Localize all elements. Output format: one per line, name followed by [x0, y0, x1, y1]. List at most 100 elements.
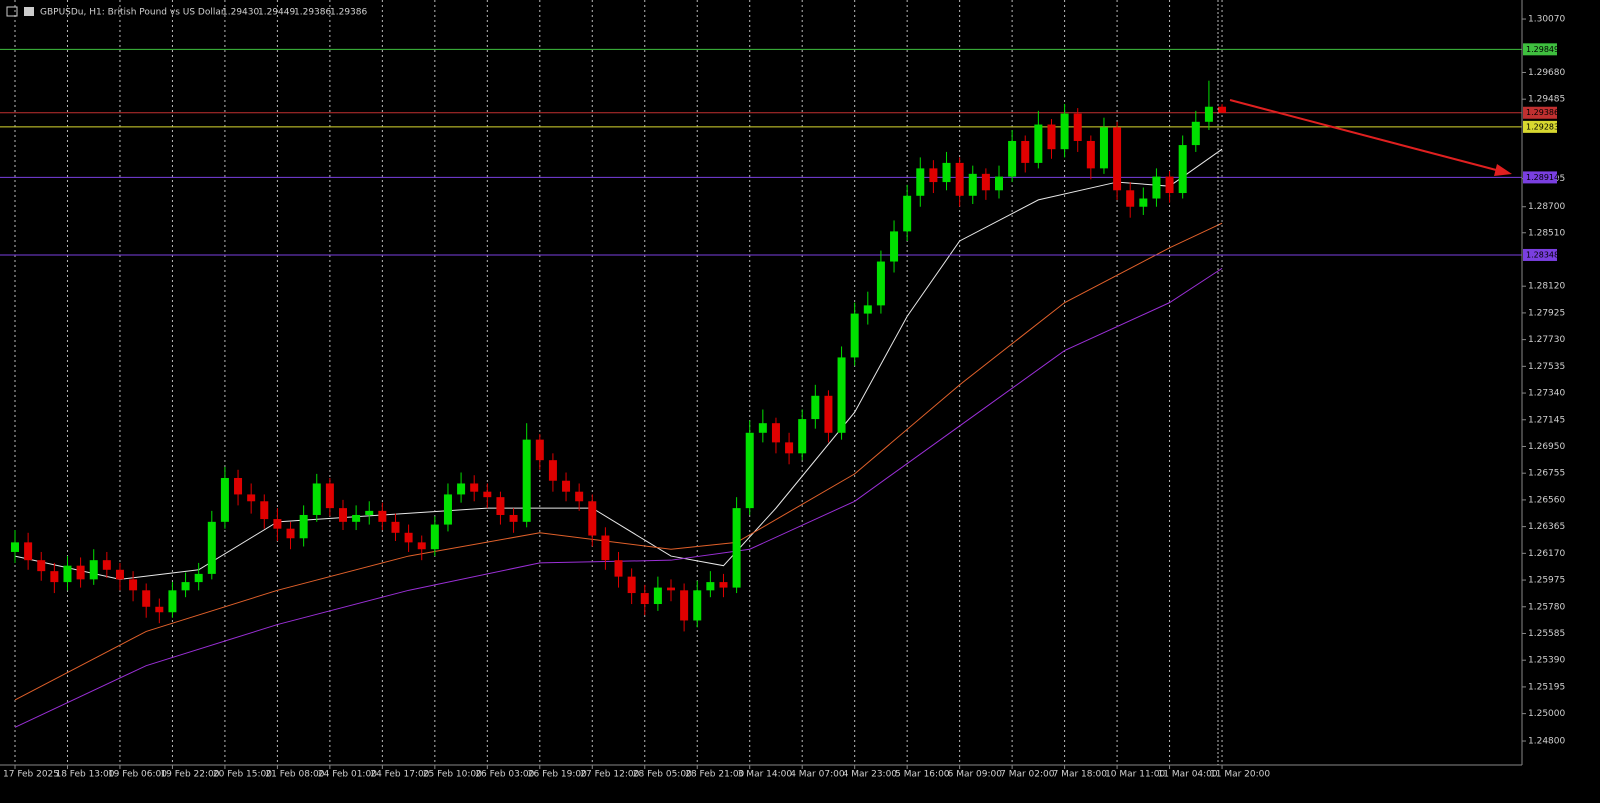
candle-body	[680, 590, 689, 621]
level-label: 1.29849	[1526, 45, 1559, 54]
candle-body	[273, 519, 282, 529]
x-tick-label: 27 Feb 12:00	[580, 770, 639, 780]
candle-body	[535, 439, 544, 461]
candle-body	[798, 419, 807, 454]
candle-body	[785, 442, 794, 454]
x-tick-label: 28 Feb 05:00	[633, 770, 692, 780]
candle-body	[1204, 106, 1213, 122]
candle-body	[299, 514, 308, 539]
candle-body	[745, 432, 754, 509]
candle-body	[719, 582, 728, 588]
candle-body	[312, 483, 321, 515]
candle-body	[483, 491, 492, 498]
x-tick-label: 25 Feb 10:00	[423, 770, 482, 780]
x-tick-label: 3 Mar 14:00	[738, 770, 793, 780]
candle-body	[89, 560, 98, 580]
chart-title: GBPUSDu, H1: British Pound vs US Dollar	[40, 8, 225, 18]
candle-body	[1047, 124, 1056, 150]
candle-body	[824, 395, 833, 433]
candle-body	[443, 494, 452, 525]
arrow-line	[1229, 99, 1501, 172]
candle-body	[496, 497, 505, 515]
icon[interactable]	[6, 6, 18, 17]
y-tick-label: 1.27925	[1528, 308, 1565, 318]
candle-body	[850, 313, 859, 358]
candle-body	[981, 173, 990, 191]
level-label-box	[1523, 43, 1557, 56]
candle-body	[627, 576, 636, 594]
candle-body	[1218, 106, 1227, 113]
candle-body	[968, 173, 977, 196]
x-tick-label: 7 Mar 18:00	[1053, 770, 1108, 780]
candle-body	[247, 494, 256, 502]
y-tick-label: 1.28700	[1528, 202, 1565, 212]
candle-body	[430, 524, 439, 550]
candle-body	[706, 582, 715, 591]
price-axis: 1.300701.296801.294851.289051.287001.285…	[3, 15, 1565, 780]
level-label: 1.28348	[1526, 250, 1559, 259]
x-tick-label: 5 Mar 16:00	[895, 770, 950, 780]
candle-body	[220, 477, 229, 522]
candles	[11, 80, 1227, 632]
candle-body	[667, 587, 675, 591]
candle-body	[1126, 190, 1135, 207]
candle-body	[194, 573, 203, 583]
y-tick-label: 1.25390	[1528, 656, 1565, 666]
candle-body	[1021, 140, 1030, 163]
moving-average	[14, 222, 1223, 701]
candle-body	[588, 501, 597, 536]
x-tick-label: 24 Feb 01:00	[318, 770, 377, 780]
y-tick-label: 1.26950	[1528, 442, 1565, 452]
candle-body	[325, 483, 334, 509]
y-tick-label: 1.25195	[1528, 682, 1565, 692]
candle-body	[995, 176, 1003, 191]
x-tick-label: 24 Feb 17:00	[370, 770, 429, 780]
x-tick-label: 20 Feb 15:00	[213, 770, 272, 780]
candle-body	[942, 162, 951, 183]
candle-body	[903, 195, 912, 232]
moving-average	[14, 148, 1223, 580]
candle-body	[11, 542, 19, 552]
candle-body	[181, 582, 190, 591]
candle-body	[24, 542, 33, 561]
candle-body	[601, 535, 610, 561]
header: GBPUSDu, H1: British Pound vs US Dollar	[6, 6, 225, 18]
x-tick-label: 28 Feb 21:00	[685, 770, 744, 780]
candle-body	[863, 305, 872, 314]
candle-body	[1008, 140, 1017, 177]
candle-body	[37, 560, 46, 572]
candle-body	[614, 560, 623, 577]
candle-body	[457, 483, 466, 495]
x-tick-label: 10 Mar 11:00	[1105, 770, 1165, 780]
level-label: 1.29386	[1526, 108, 1559, 117]
level-label-box	[1523, 171, 1557, 184]
candle-body	[811, 395, 820, 420]
x-tick-label: 11 Mar 04:00	[1158, 770, 1218, 780]
candle-body	[76, 565, 85, 580]
candle-body	[378, 510, 387, 522]
level-label: 1.28914	[1526, 173, 1559, 182]
candle-body	[417, 542, 426, 550]
y-tick-label: 1.29485	[1528, 95, 1565, 105]
icon[interactable]	[24, 7, 34, 16]
y-tick-label: 1.25780	[1528, 602, 1565, 612]
x-tick-label: 17 Feb 2025	[3, 770, 59, 780]
candle-body	[168, 590, 177, 613]
y-tick-label: 1.25585	[1528, 629, 1565, 639]
y-tick-label: 1.26755	[1528, 469, 1565, 479]
y-tick-label: 1.26170	[1528, 549, 1565, 559]
candle-body	[890, 231, 899, 262]
y-tick-label: 1.27730	[1528, 335, 1565, 345]
candle-body	[575, 491, 584, 502]
y-tick-label: 1.29680	[1528, 68, 1565, 78]
candle-body	[653, 587, 662, 605]
candle-body	[1073, 113, 1082, 141]
x-tick-label: 19 Feb 06:00	[108, 770, 167, 780]
x-tick-label: 4 Mar 23:00	[843, 770, 898, 780]
candle-body	[404, 532, 413, 543]
candle-body	[1086, 140, 1095, 169]
indicators	[14, 148, 1223, 728]
candle-body	[1191, 121, 1200, 146]
trend-arrow	[1229, 99, 1512, 176]
